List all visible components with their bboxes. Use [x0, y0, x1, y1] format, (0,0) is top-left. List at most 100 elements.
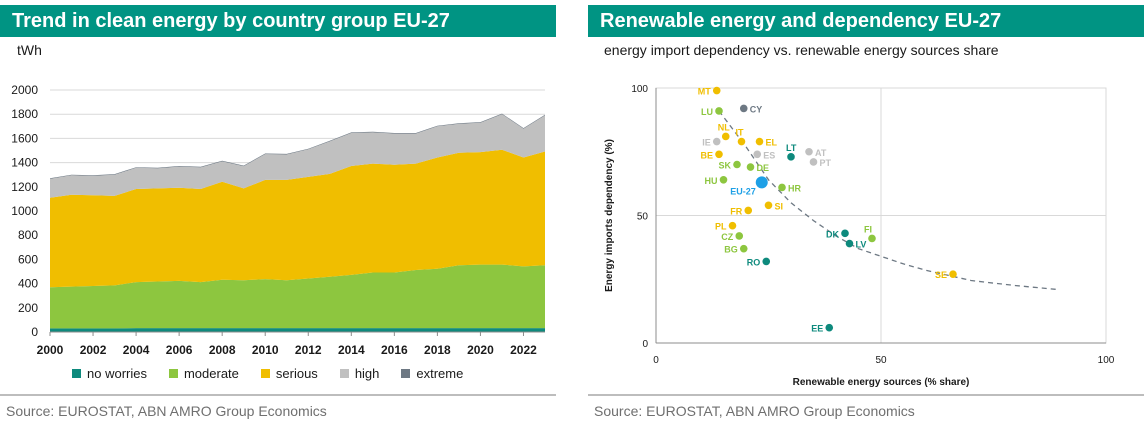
- point-label: LU: [701, 107, 713, 117]
- x-tick-label: 2010: [252, 343, 279, 357]
- x-tick-label: 2004: [123, 343, 150, 357]
- point-nl: [721, 132, 730, 141]
- y-axis-title: Energy imports dependency (%): [604, 139, 615, 292]
- area-chart-layers: [50, 113, 545, 332]
- point-label: EL: [766, 138, 778, 148]
- point-lu: [715, 107, 723, 115]
- point-se: [949, 270, 957, 278]
- point-label: SE: [935, 270, 947, 280]
- point-label: IE: [702, 138, 711, 148]
- area-series-moderate: [50, 264, 545, 329]
- point-label: ES: [763, 150, 775, 160]
- point-bg: [739, 244, 748, 253]
- legend-item: extreme: [401, 366, 463, 381]
- trendline: [718, 110, 1057, 291]
- legend-label: serious: [275, 366, 318, 381]
- legend-item: serious: [260, 366, 318, 381]
- point-eu-27: [755, 176, 768, 189]
- scatter-chart-trendline: [718, 110, 1057, 291]
- point-label: AT: [815, 148, 827, 158]
- left-source-note: Source: EUROSTAT, ABN AMRO Group Economi…: [6, 403, 327, 419]
- y-tick-label: 600: [18, 252, 38, 266]
- point-el: [755, 137, 764, 146]
- y-tick-label: 50: [637, 212, 649, 223]
- right-chart-title: Renewable energy and dependency EU-27: [588, 5, 1144, 37]
- point-label: FI: [864, 224, 872, 234]
- x-tick-label: 0: [653, 355, 659, 366]
- left-chart-panel: Trend in clean energy by country group E…: [0, 0, 556, 426]
- point-label: LT: [786, 143, 797, 153]
- point-label: FR: [730, 206, 742, 216]
- y-tick-label: 1600: [11, 131, 38, 145]
- legend-swatch: [72, 369, 81, 378]
- point-hr: [778, 183, 786, 192]
- x-tick-label: 2002: [80, 343, 107, 357]
- point-label: PT: [820, 158, 832, 168]
- right-chart-subtitle: energy import dependency vs. renewable e…: [604, 42, 999, 58]
- legend-item: moderate: [168, 366, 239, 381]
- point-label: IT: [736, 128, 745, 138]
- point-pl: [728, 221, 737, 230]
- left-chart-unit-label: tWh: [17, 42, 42, 58]
- legend-swatch: [260, 369, 270, 378]
- point-cz: [735, 232, 744, 240]
- x-tick-label: 2000: [37, 343, 64, 357]
- point-label: LV: [856, 240, 867, 250]
- point-label: SK: [718, 161, 731, 171]
- y-tick-label: 800: [18, 228, 38, 242]
- point-label: CY: [750, 104, 763, 114]
- point-be: [715, 150, 723, 159]
- point-label: SI: [775, 201, 784, 211]
- y-tick-label: 200: [18, 301, 38, 315]
- legend-item: high: [339, 366, 380, 381]
- x-tick-label: 2016: [381, 343, 408, 357]
- x-tick-label: 2018: [424, 343, 451, 357]
- y-tick-label: 100: [631, 84, 648, 95]
- right-source-divider: [588, 394, 1144, 396]
- area-chart-y-axis: 0 200 400 600 800 1000 1200 1400 1600 1800 2000: [11, 83, 38, 339]
- x-tick-label: 100: [1098, 355, 1115, 366]
- legend-label: no worries: [87, 366, 147, 381]
- area-series-serious: [50, 149, 545, 288]
- point-label: HU: [705, 176, 718, 186]
- area-series-high: [50, 114, 545, 198]
- point-label: PL: [715, 222, 727, 232]
- point-label: HR: [788, 183, 801, 193]
- right-chart-panel: Renewable energy and dependency EU-27 en…: [588, 0, 1144, 426]
- x-tick-label: 50: [875, 355, 887, 366]
- x-tick-label: 2008: [209, 343, 236, 357]
- x-tick-label: 2020: [467, 343, 494, 357]
- legend-label: extreme: [416, 366, 464, 381]
- x-tick-label: 2022: [510, 343, 537, 357]
- x-tick-label: 2014: [338, 343, 365, 357]
- point-label: DK: [826, 229, 839, 239]
- legend-swatch: [401, 369, 411, 378]
- area-series-no-worries: [50, 328, 545, 332]
- point-lv: [845, 239, 854, 248]
- area-chart-legend: no worries moderate serious high extreme: [72, 366, 485, 381]
- y-tick-label: 400: [18, 277, 38, 291]
- x-tick-label: 2012: [295, 343, 322, 357]
- legend-item: no worries: [72, 366, 147, 381]
- point-label: BG: [724, 245, 738, 255]
- point-dk: [841, 229, 849, 238]
- point-ie: [712, 137, 721, 146]
- point-pt: [809, 158, 818, 166]
- point-es: [753, 150, 762, 159]
- scatter-chart-axes: 0 50 100 0 50 100 Renewable energy sources (% …: [604, 84, 1115, 388]
- y-tick-label: 1800: [11, 107, 38, 121]
- point-label: BE: [700, 150, 713, 160]
- area-chart: 0 200 400 600 800 1000 1200 1400 1600 1800 2000 20…: [11, 83, 545, 357]
- point-hu: [719, 176, 728, 184]
- left-chart-title: Trend in clean energy by country group E…: [0, 5, 556, 37]
- point-fr: [744, 206, 753, 215]
- x-tick-label: 2006: [166, 343, 193, 357]
- area-chart-x-axis: 2000 2002 2004 2006 2008 2010 2012 2014 2016 2018…: [37, 331, 545, 357]
- point-label: CZ: [721, 232, 733, 242]
- point-ro: [762, 257, 771, 266]
- legend-label: moderate: [183, 366, 239, 381]
- point-at: [805, 147, 813, 156]
- point-sk: [733, 160, 741, 169]
- legend-label: high: [354, 366, 380, 381]
